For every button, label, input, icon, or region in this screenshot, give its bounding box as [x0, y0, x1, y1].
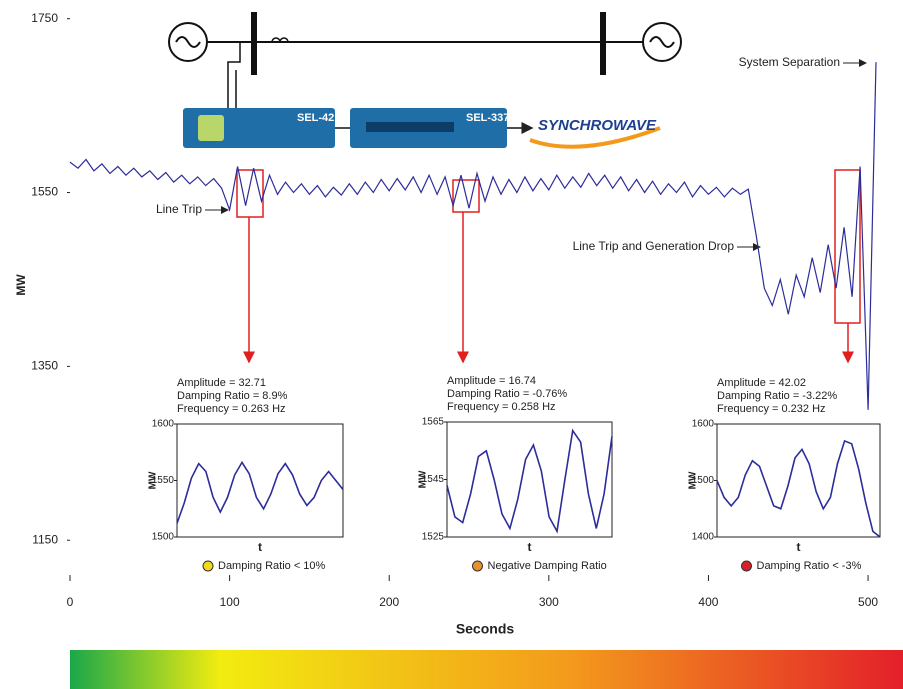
- clock-display: [366, 122, 454, 132]
- annotation: Amplitude = 16.74: [447, 375, 536, 387]
- x-tick-label: 0: [67, 595, 74, 609]
- x-axis-label: t: [797, 540, 801, 554]
- legend-marker: [203, 561, 213, 571]
- software-logo: SYNCHROWAVE: [538, 117, 657, 134]
- severity-gradient: [70, 650, 903, 689]
- x-tick-label: 200: [379, 595, 399, 609]
- clock-label: SEL-3378: [466, 112, 516, 124]
- data-line: [177, 462, 343, 523]
- annotation: Damping Ratio = 8.9%: [177, 390, 288, 402]
- annotation: Amplitude = 32.71: [177, 377, 266, 389]
- y-tick-label: 1350: [31, 359, 58, 373]
- annotation: Line Trip: [156, 202, 202, 216]
- annotation: Amplitude = 42.02: [717, 377, 806, 389]
- x-tick-label: 500: [858, 595, 878, 609]
- legend-label: Damping Ratio < 10%: [218, 560, 326, 572]
- y-tick-label: 1600: [692, 419, 715, 430]
- y-tick-label: 1525: [422, 532, 445, 543]
- annotation: Frequency = 0.232 Hz: [717, 403, 826, 415]
- annotation-arrows: [205, 63, 866, 247]
- annotation: Damping Ratio = -0.76%: [447, 388, 567, 400]
- annotation: Line Trip and Generation Drop: [573, 239, 735, 253]
- legend-marker: [473, 561, 483, 571]
- plot-frame: [717, 424, 880, 537]
- y-tick-label: 1565: [422, 417, 445, 428]
- y-tick-label: 1600: [152, 419, 175, 430]
- legend-label: Negative Damping Ratio: [488, 560, 607, 572]
- y-tick-label: 1550: [31, 185, 58, 199]
- legend-label: Damping Ratio < -3%: [757, 560, 862, 572]
- y-axis-label: MW: [148, 471, 159, 489]
- annotation: Frequency = 0.258 Hz: [447, 401, 556, 413]
- y-tick-label: 1500: [152, 532, 175, 543]
- data-line: [447, 431, 612, 532]
- x-axis-label: Seconds: [456, 621, 515, 637]
- plot-frame: [177, 424, 343, 537]
- x-axis-label: t: [258, 540, 262, 554]
- schematic: [169, 12, 681, 108]
- y-axis-label: MW: [418, 470, 429, 488]
- x-axis-label: t: [528, 540, 532, 554]
- chart: SEL-421 SEL-3378 SYNCHROWAVE System Sepa…: [0, 0, 903, 689]
- x-tick-label: 400: [698, 595, 718, 609]
- legend-marker: [742, 561, 752, 571]
- annotation: System Separation: [739, 55, 840, 69]
- y-tick-label: 1400: [692, 532, 715, 543]
- annotation: Frequency = 0.263 Hz: [177, 403, 286, 415]
- highlights: [237, 170, 860, 362]
- y-tick-label: 1150: [32, 532, 58, 546]
- y-axis-label: MW: [688, 471, 699, 489]
- x-tick-label: 100: [220, 595, 240, 609]
- annotation: Damping Ratio = -3.22%: [717, 390, 837, 402]
- x-tick-label: 300: [539, 595, 559, 609]
- data-line: [717, 441, 880, 537]
- plot-frame: [447, 422, 612, 537]
- relay-screen: [198, 115, 224, 141]
- y-tick-label: 1750: [31, 11, 58, 25]
- y-axis-label: MW: [14, 274, 28, 296]
- relay-label: SEL-421: [297, 112, 340, 124]
